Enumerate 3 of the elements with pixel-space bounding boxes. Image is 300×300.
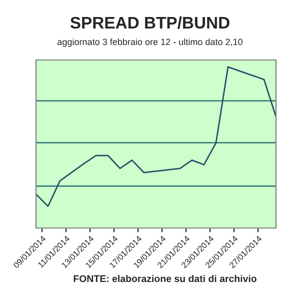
chart-subtitle: aggiornato 3 febbraio ore 12 - ultimo dato 2,10	[58, 38, 243, 47]
source-note: FONTE: elaborazione su dati di archivio	[74, 274, 256, 282]
chart-title: SPREAD BTP/BUND	[70, 16, 230, 29]
